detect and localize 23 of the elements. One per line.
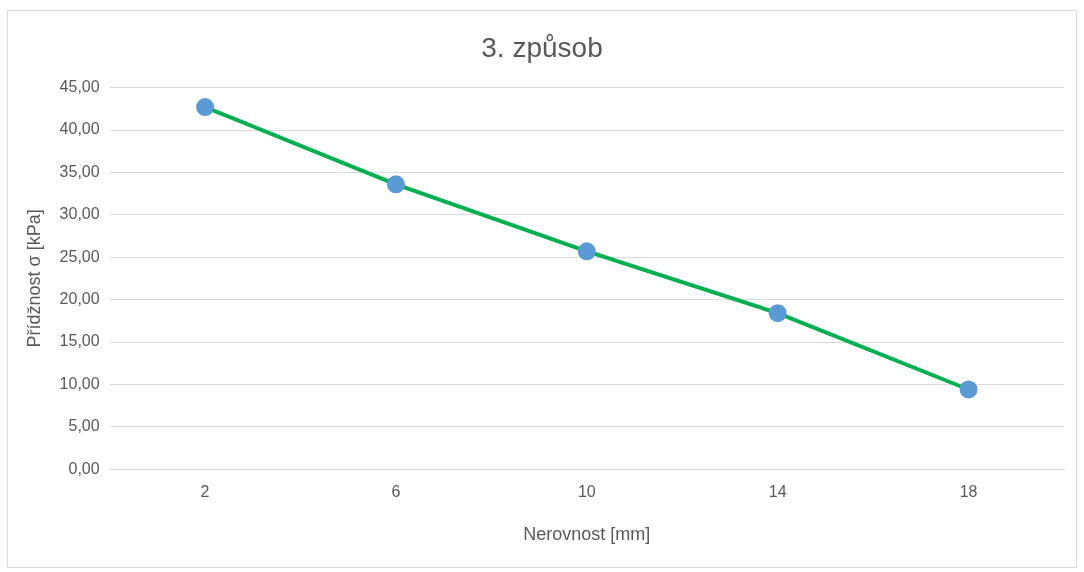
x-axis-title: Nerovnost [mm]	[523, 524, 651, 545]
point	[577, 242, 596, 261]
point	[768, 304, 787, 323]
y-tick-label: 10,00	[59, 374, 100, 392]
y-tick-label: 0,00	[68, 459, 100, 477]
y-tick-label: 15,00	[59, 332, 100, 350]
point	[386, 175, 405, 194]
y-tick-label: 40,00	[59, 120, 100, 138]
x-tick-label: 14	[768, 483, 787, 501]
y-axis-title: Přídžnost σ [kPa]	[23, 209, 44, 348]
x-tick-label: 10	[577, 483, 596, 501]
point	[196, 98, 215, 117]
x-tick-label: 18	[959, 483, 978, 501]
y-tick-label: 35,00	[59, 162, 100, 180]
y-tick-label: 20,00	[59, 290, 100, 308]
x-tick-label: 2	[200, 483, 210, 501]
y-tick-label: 30,00	[59, 205, 100, 223]
y-tick-label: 25,00	[59, 247, 100, 265]
y-tick-label: 5,00	[68, 417, 100, 435]
chart-title: 3. způsob	[481, 31, 603, 63]
point	[959, 380, 978, 399]
x-tick-label: 6	[391, 483, 401, 501]
y-tick-label: 45,00	[59, 78, 100, 96]
